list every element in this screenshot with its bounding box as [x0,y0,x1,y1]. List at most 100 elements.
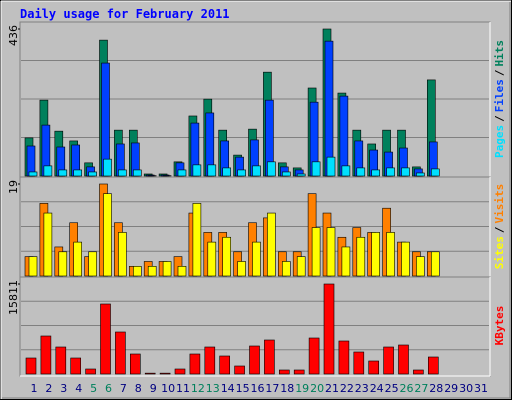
bar [118,232,127,277]
bar [252,241,261,277]
bar [371,232,381,277]
x-tick-label: 27 [414,382,428,395]
x-tick-label: 6 [105,382,112,395]
bar [222,236,231,277]
bar [43,165,53,177]
bar [103,193,112,277]
y-tick-label: 15811 [7,280,20,315]
bar [88,251,97,277]
bar [88,171,97,177]
bar [386,232,395,277]
bar [356,167,366,177]
bar [192,203,202,277]
x-tick-label: 19 [295,382,309,395]
bar [204,346,216,375]
bar [430,168,440,177]
x-tick-label: 4 [75,382,82,395]
bar [100,303,111,375]
x-tick-label: 25 [385,382,399,395]
chart-title: Daily usage for February 2011 [20,7,230,21]
x-tick-label: 26 [400,382,414,395]
bar [368,360,380,375]
legend: Sites / Visits [493,184,506,270]
bar [28,256,38,277]
bar [264,339,275,375]
bar [413,369,424,375]
bar [177,169,187,177]
bar [115,331,126,375]
legend: Pages / Files / Hits [493,40,506,158]
legend-separator: / [493,226,506,233]
bar [326,156,336,177]
x-tick-label: 16 [251,382,265,395]
bar [43,212,53,277]
bar [28,171,38,177]
bar [234,365,245,375]
bar [339,95,349,177]
x-tick-label: 31 [474,382,488,395]
bar [338,340,350,375]
bar [293,369,305,375]
legend-separator: / [493,69,506,76]
bar [296,173,306,177]
bar [118,169,127,177]
bar [341,165,351,177]
legend-entry: Hits [493,40,506,67]
bar [133,169,142,177]
x-tick-label: 30 [459,382,473,395]
bar [353,351,365,375]
x-tick-label: 2 [45,382,52,395]
bar [25,357,37,375]
bar [326,227,336,277]
y-tick-label: 19 [7,180,20,194]
bar [416,256,425,277]
bar [386,167,395,177]
bar [430,251,440,277]
x-tick-label: 21 [325,382,339,395]
x-tick-label: 29 [444,382,458,395]
bar [371,169,381,177]
x-tick-label: 17 [265,382,279,395]
bar [401,241,410,277]
bar [267,212,276,277]
bar [55,346,67,375]
bar [398,344,409,375]
bar [73,169,82,177]
bar [159,372,171,375]
legend-entry: Sites [493,236,506,269]
legend: KBytes [493,306,506,346]
bar [70,357,81,375]
legend-entry: Visits [493,184,506,224]
x-tick-label: 10 [161,382,175,395]
x-tick-label: 7 [120,382,127,395]
x-tick-label: 23 [355,382,369,395]
bar [401,167,410,177]
bar [323,283,335,375]
x-tick-label: 1 [31,382,38,395]
x-tick-label: 18 [280,382,294,395]
bar [147,266,157,277]
x-tick-label: 12 [191,382,205,395]
bar [192,164,202,177]
bar [103,158,112,177]
bar [58,251,68,277]
bar [281,171,291,177]
bar [58,169,68,177]
bar [130,353,141,375]
x-tick-label: 24 [370,382,384,395]
bar [311,161,321,177]
bar [222,167,231,177]
x-tick-label: 28 [429,382,443,395]
legend-entry: Pages [493,125,506,158]
bar [267,161,276,177]
bar [189,353,201,375]
x-tick-label: 22 [340,382,354,395]
bar [207,164,217,177]
x-tick-label: 14 [221,382,235,395]
bar [40,335,52,375]
bar [26,145,36,177]
bar [252,165,261,177]
x-tick-label: 8 [135,382,142,395]
bar [174,368,186,375]
